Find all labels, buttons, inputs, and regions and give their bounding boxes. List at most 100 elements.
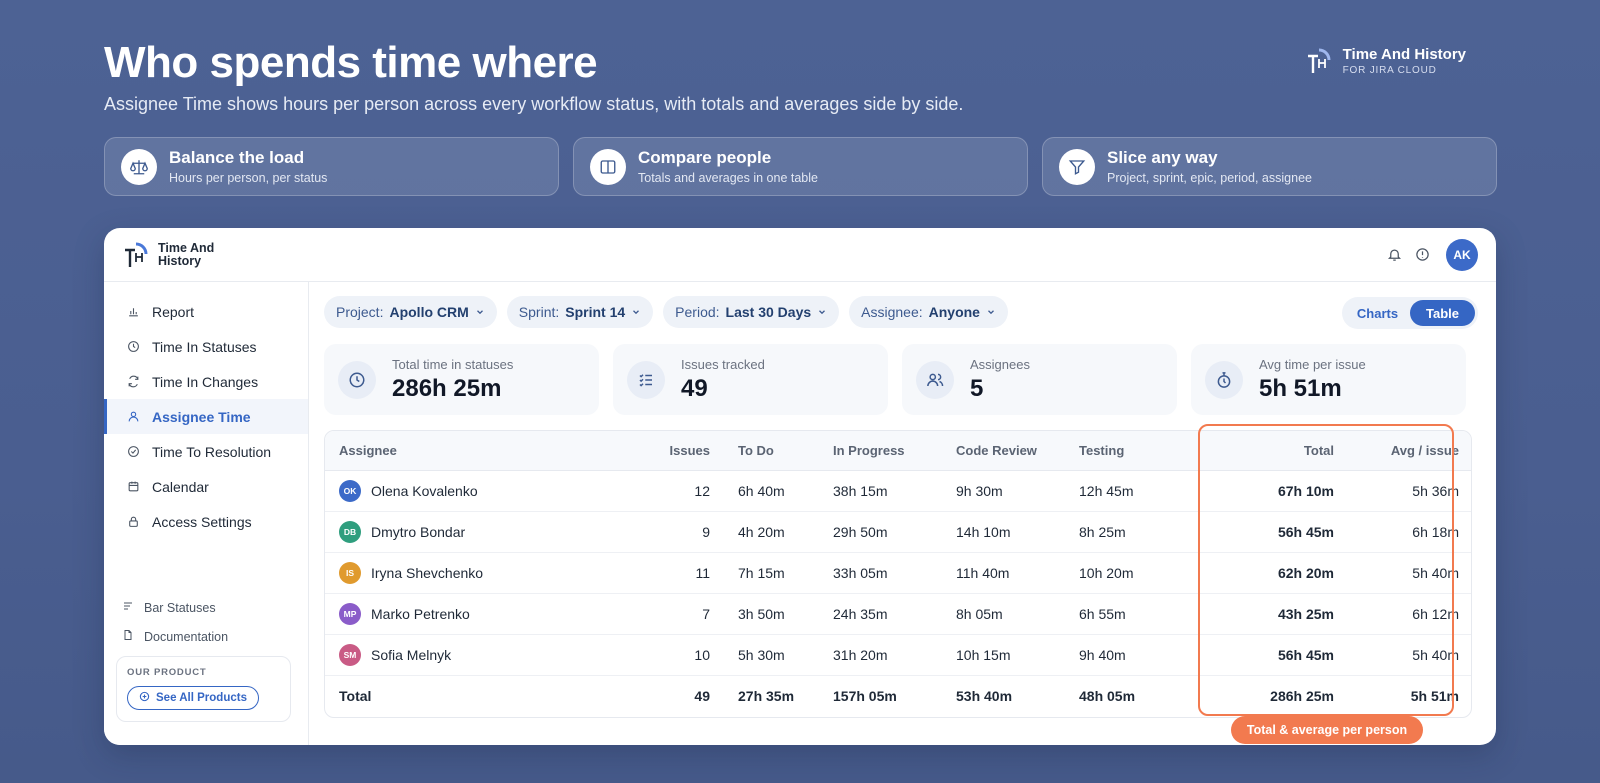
avatar: SM [339, 643, 361, 666]
app-window: Time And History AK Report Time In Statu… [104, 228, 1496, 745]
code-review-cell: 14h 10m [956, 511, 1079, 553]
feature-cards: Balance the load Hours per person, per s… [104, 137, 1497, 196]
columns-icon [590, 148, 626, 185]
in-progress-cell: 24h 35m [833, 593, 956, 635]
scale-icon [121, 148, 157, 185]
column-header-issues[interactable]: Issues [645, 431, 710, 471]
info-icon[interactable] [1414, 247, 1430, 263]
code-review-cell: 11h 40m [956, 552, 1079, 594]
sidebar-link-bar-statuses[interactable]: Bar Statuses [104, 593, 228, 622]
total-cell: 43h 25m [1202, 593, 1348, 635]
clock-icon [338, 360, 376, 399]
column-header-avg[interactable]: Avg / issue [1348, 431, 1471, 471]
sidebar-item-label: Access Settings [152, 513, 252, 530]
project-filter[interactable]: Project: Apollo CRM [324, 296, 497, 328]
bar-chart-icon [126, 305, 140, 319]
filter-key: Assignee: [861, 304, 923, 320]
plus-circle-icon [139, 691, 150, 705]
testing-cell: 9h 40m [1079, 634, 1202, 676]
sidebar-item-time-in-changes[interactable]: Time In Changes [104, 364, 308, 399]
chevron-down-icon [817, 304, 827, 320]
check-circle-icon [126, 445, 140, 459]
brand-logo-icon [1307, 48, 1331, 73]
totals-label: Total [339, 687, 372, 704]
in-progress-cell: 29h 50m [833, 511, 956, 553]
table-row[interactable]: SM Sofia Melnyk 10 5h 30m 31h 20m 10h 15m… [325, 634, 1471, 676]
filter-value: Apollo CRM [389, 304, 469, 320]
column-header-in-progress[interactable]: In Progress [833, 431, 956, 471]
feature-title: Compare people [638, 148, 772, 167]
table-row[interactable]: IS Iryna Shevchenko 11 7h 15m 33h 05m 11h… [325, 552, 1471, 594]
sidebar-item-time-in-statuses[interactable]: Time In Statuses [104, 329, 308, 364]
app-brand[interactable]: Time And History [122, 240, 228, 270]
assignee-name: Olena Kovalenko [371, 482, 478, 499]
checklist-icon [627, 360, 665, 399]
table-toggle-button[interactable]: Table [1410, 300, 1475, 326]
todo-cell: 6h 40m [710, 470, 833, 512]
lock-icon [126, 515, 140, 529]
lines-icon [122, 600, 134, 615]
sidebar-item-assignee-time[interactable]: Assignee Time [104, 399, 308, 434]
avatar: IS [339, 561, 361, 584]
column-header-total[interactable]: Total [1202, 431, 1348, 471]
charts-toggle-button[interactable]: Charts [1356, 305, 1399, 321]
filter-value: Anyone [928, 304, 980, 320]
column-header-code-review[interactable]: Code Review [956, 431, 1079, 471]
testing-cell: 8h 25m [1079, 511, 1202, 553]
stopwatch-icon [1205, 360, 1243, 399]
filter-key: Sprint: [518, 304, 560, 320]
refresh-icon [126, 375, 140, 389]
totals-row: Total 49 27h 35m 157h 05m 53h 40m 48h 05… [325, 675, 1471, 716]
testing-cell: 48h 05m [1079, 687, 1136, 704]
sidebar-nav: Report Time In Statuses Time In Changes … [104, 294, 308, 539]
avg-cell: 6h 12m [1348, 593, 1471, 635]
avg-cell: 5h 40m [1348, 552, 1471, 594]
table-row[interactable]: OK Olena Kovalenko 12 6h 40m 38h 15m 9h 3… [325, 470, 1471, 512]
stat-value: 286h 25m [392, 374, 502, 402]
issues-cell: 12 [645, 470, 710, 512]
bell-icon[interactable] [1386, 247, 1402, 263]
clock-icon [126, 340, 140, 354]
avatar: DB [339, 520, 361, 543]
assignee-name: Iryna Shevchenko [371, 564, 484, 581]
sidebar-item-calendar[interactable]: Calendar [104, 469, 308, 504]
code-review-cell: 8h 05m [956, 593, 1079, 635]
todo-cell: 7h 15m [710, 552, 833, 594]
sidebar-item-label: Time In Changes [152, 373, 259, 390]
assignee-filter[interactable]: Assignee: Anyone [849, 296, 1008, 328]
in-progress-cell: 38h 15m [833, 470, 956, 512]
avatar: MP [339, 602, 361, 625]
avg-cell: 6h 18m [1348, 511, 1471, 553]
column-header-testing[interactable]: Testing [1079, 431, 1202, 471]
column-header-todo[interactable]: To Do [710, 431, 833, 471]
sidebar-item-access-settings[interactable]: Access Settings [104, 504, 308, 539]
filter-value: Sprint 14 [565, 304, 626, 320]
stat-cards: Total time in statuses 286h 25m Issues t… [324, 344, 1466, 415]
see-all-products-button[interactable]: See All Products [127, 686, 259, 710]
chevron-down-icon [475, 304, 485, 320]
sidebar-item-label: Time To Resolution [152, 443, 272, 460]
avg-cell: 5h 51m [1410, 687, 1459, 704]
main-content: Project: Apollo CRM Sprint: Sprint 14 Peri… [309, 282, 1496, 745]
sidebar-item-label: Assignee Time [152, 408, 251, 425]
sidebar-item-time-to-resolution[interactable]: Time To Resolution [104, 434, 308, 469]
column-header-assignee[interactable]: Assignee [325, 431, 645, 471]
user-avatar[interactable]: AK [1446, 238, 1478, 271]
sidebar-link-documentation[interactable]: Documentation [104, 622, 228, 651]
table-row[interactable]: MP Marko Petrenko 7 3h 50m 24h 35m 8h 05m… [325, 593, 1471, 635]
sprint-filter[interactable]: Sprint: Sprint 14 [506, 296, 654, 328]
table-row[interactable]: DB Dmytro Bondar 9 4h 20m 29h 50m 14h 10m… [325, 511, 1471, 553]
view-toggle: Charts Table [1342, 297, 1478, 329]
hero-title: Who spends time where [104, 38, 598, 87]
issues-cell: 11 [645, 552, 710, 594]
app-header: Time And History AK [104, 228, 1496, 282]
sidebar-item-report[interactable]: Report [104, 294, 308, 329]
stat-label: Issues tracked [681, 356, 765, 372]
our-product-box: OUR PRODUCT See All Products [116, 656, 291, 722]
feature-subtitle: Hours per person, per status [169, 171, 328, 185]
sidebar-item-label: Calendar [152, 478, 209, 495]
assignee-name: Sofia Melnyk [371, 646, 452, 663]
assignee-name: Marko Petrenko [371, 605, 470, 622]
period-filter[interactable]: Period: Last 30 Days [663, 296, 840, 328]
stat-avg-time: Avg time per issue 5h 51m [1191, 344, 1466, 415]
